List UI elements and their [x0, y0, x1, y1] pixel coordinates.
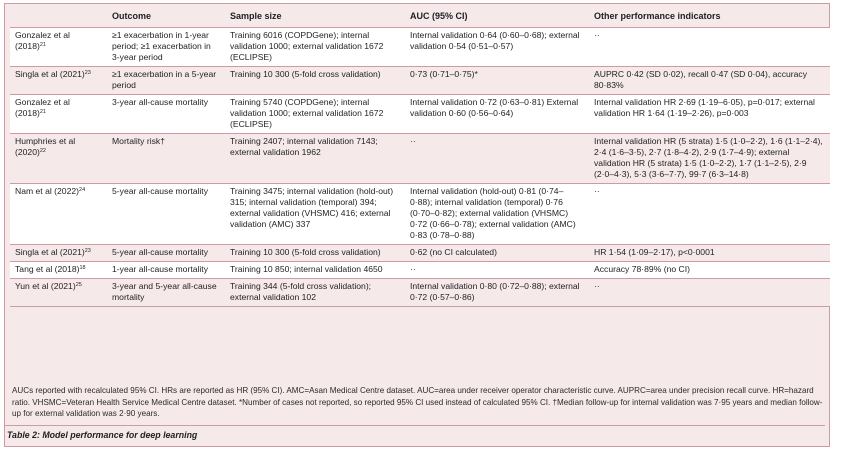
reference-number: 24 — [79, 187, 86, 193]
sample-size-cell: Training 5740 (COPDGene); internal valid… — [225, 94, 405, 134]
header-auc: AUC (95% CI) — [405, 8, 589, 28]
outcome-cell: 5-year all-cause mortality — [107, 244, 225, 262]
study-cell: Gonzalez et al (2018)21 — [10, 94, 107, 134]
auc-cell: 0·62 (no CI calculated) — [405, 244, 589, 262]
auc-cell: 0·73 (0·71–0·75)* — [405, 66, 589, 95]
study-cell: Singla et al (2021)23 — [10, 66, 107, 95]
study-cell: Humphries et al (2020)22 — [10, 133, 107, 184]
outcome-cell: 1-year all-cause mortality — [107, 261, 225, 279]
reference-number: 21 — [39, 42, 46, 48]
table-row: Singla et al (2021)23 ≥1 exacerbation in… — [10, 66, 830, 95]
table-row: Humphries et al (2020)22 Mortality risk†… — [10, 133, 830, 184]
sample-size-cell: Training 3475; internal validation (hold… — [225, 183, 405, 245]
header-other-indicators: Other performance indicators — [589, 8, 830, 28]
study-cell: Singla et al (2021)23 — [10, 244, 107, 262]
auc-cell: Internal validation 0·64 (0·60–0·68); ex… — [405, 27, 589, 67]
sample-size-cell: Training 2407; internal validation 7143;… — [225, 133, 405, 184]
table-row: Gonzalez et al (2018)21 3-year all-cause… — [10, 94, 830, 134]
auc-cell: Internal validation 0·72 (0·63–0·81) Ext… — [405, 94, 589, 134]
auc-cell: ·· — [405, 261, 589, 279]
reference-number: 21 — [39, 109, 46, 115]
table-header-row: Outcome Sample size AUC (95% CI) Other p… — [10, 8, 830, 28]
auc-cell: Internal validation 0·80 (0·72–0·88); ex… — [405, 278, 589, 307]
caption-divider — [5, 425, 825, 426]
sample-size-cell: Training 10 300 (5-fold cross validation… — [225, 244, 405, 262]
sample-size-cell: Training 6016 (COPDGene); internal valid… — [225, 27, 405, 67]
table-row: Nam et al (2022)24 5-year all-cause mort… — [10, 183, 830, 245]
table-row: Gonzalez et al (2018)21 ≥1 exacerbation … — [10, 27, 830, 67]
other-indicators-cell: Accuracy 78·89% (no CI) — [589, 261, 830, 279]
other-indicators-cell: Internal validation HR 2·69 (1·19–6·05),… — [589, 94, 830, 134]
outcome-cell: ≥1 exacerbation in a 5-year period — [107, 66, 225, 95]
reference-number: 23 — [84, 70, 91, 76]
study-name: Singla et al (2021) — [15, 69, 85, 79]
sample-size-cell: Training 344 (5-fold cross validation); … — [225, 278, 405, 307]
study-cell: Tang et al (2018)18 — [10, 261, 107, 279]
auc-cell: ·· — [405, 133, 589, 184]
other-indicators-cell: ·· — [589, 278, 830, 307]
performance-table: Outcome Sample size AUC (95% CI) Other p… — [10, 8, 830, 307]
reference-number: 18 — [79, 265, 86, 271]
study-name: Gonzalez et al (2018) — [15, 97, 70, 118]
study-name: Yun et al (2021) — [15, 281, 76, 291]
table-panel: Outcome Sample size AUC (95% CI) Other p… — [4, 3, 830, 447]
other-indicators-cell: HR 1·54 (1·09–2·17), p<0·0001 — [589, 244, 830, 262]
outcome-cell: Mortality risk† — [107, 133, 225, 184]
other-indicators-cell: ·· — [589, 183, 830, 245]
table-footnote: AUCs reported with recalculated 95% CI. … — [12, 386, 823, 418]
study-name: Gonzalez et al (2018) — [15, 30, 70, 51]
header-outcome: Outcome — [107, 8, 225, 28]
table-row: Yun et al (2021)25 3-year and 5-year all… — [10, 278, 830, 307]
sample-size-cell: Training 10 300 (5-fold cross validation… — [225, 66, 405, 95]
study-cell: Yun et al (2021)25 — [10, 278, 107, 307]
outcome-cell: ≥1 exacerbation in 1-year period; ≥1 exa… — [107, 27, 225, 67]
study-name: Humphries et al (2020) — [15, 136, 76, 157]
study-name: Singla et al (2021) — [15, 247, 85, 257]
reference-number: 22 — [39, 148, 46, 154]
table-caption: Table 2: Model performance for deep lear… — [7, 430, 198, 440]
auc-cell: Internal validation (hold-out) 0·81 (0·7… — [405, 183, 589, 245]
header-sample-size: Sample size — [225, 8, 405, 28]
outcome-cell: 5-year all-cause mortality — [107, 183, 225, 245]
outcome-cell: 3-year and 5-year all-cause mortality — [107, 278, 225, 307]
study-name: Nam et al (2022) — [15, 186, 80, 196]
reference-number: 25 — [75, 282, 82, 288]
outcome-cell: 3-year all-cause mortality — [107, 94, 225, 134]
sample-size-cell: Training 10 850; internal validation 465… — [225, 261, 405, 279]
other-indicators-cell: Internal validation HR (5 strata) 1·5 (1… — [589, 133, 830, 184]
other-indicators-cell: ·· — [589, 27, 830, 67]
other-indicators-cell: AUPRC 0·42 (SD 0·02), recall 0·47 (SD 0·… — [589, 66, 830, 95]
study-name: Tang et al (2018) — [15, 264, 80, 274]
header-study — [10, 8, 107, 28]
table-row: Singla et al (2021)23 5-year all-cause m… — [10, 244, 830, 262]
study-cell: Nam et al (2022)24 — [10, 183, 107, 245]
table-row: Tang et al (2018)18 1-year all-cause mor… — [10, 261, 830, 279]
study-cell: Gonzalez et al (2018)21 — [10, 27, 107, 67]
reference-number: 23 — [84, 248, 91, 254]
